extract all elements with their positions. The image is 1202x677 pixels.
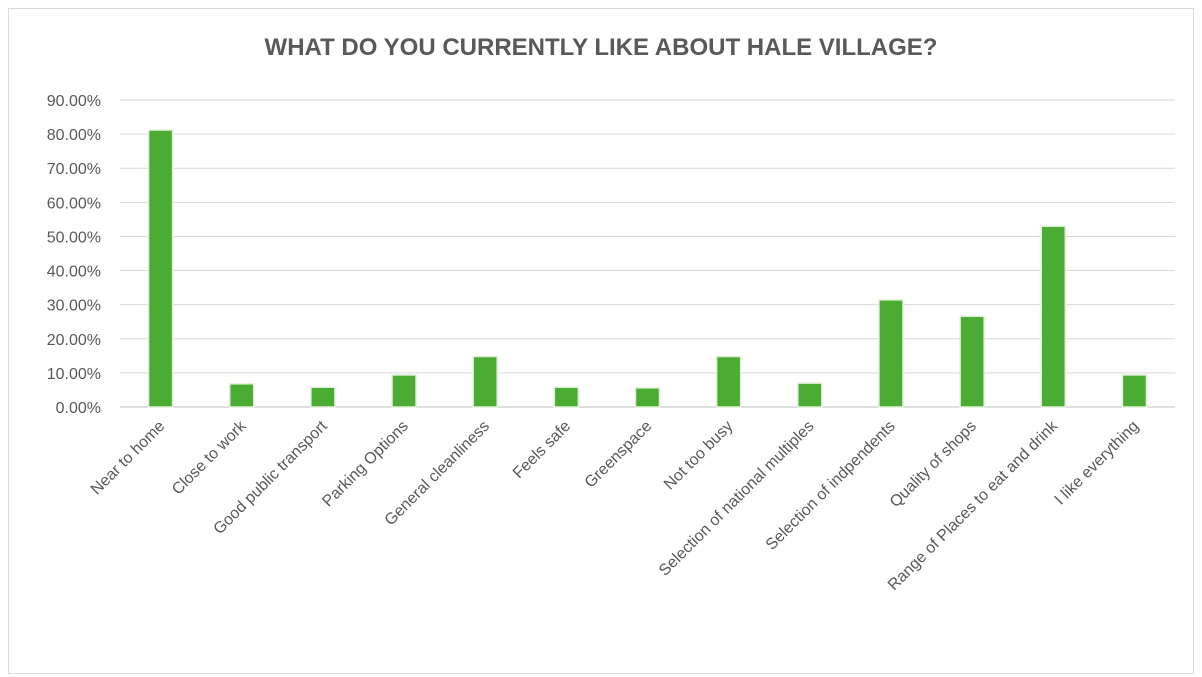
y-tick-label: 90.00% (47, 93, 101, 110)
bar (553, 386, 580, 408)
chart-title: WHAT DO YOU CURRENTLY LIKE ABOUT HALE VI… (264, 34, 938, 61)
y-tick-label: 60.00% (47, 195, 101, 212)
bars (147, 129, 1148, 408)
x-category-label: Close to work (169, 417, 250, 498)
bar (1040, 225, 1067, 408)
y-tick-label: 80.00% (47, 127, 101, 144)
bar (634, 387, 661, 408)
bar (228, 383, 255, 408)
y-tick-label: 50.00% (47, 229, 101, 246)
bar (310, 386, 336, 408)
y-axis-ticks: 0.00% 10.00% 20.00% 30.00% 40.00% 50.00% 60.00… (47, 93, 101, 417)
x-category-label: Greenspace (582, 418, 656, 492)
bar (715, 355, 742, 408)
bar (147, 129, 174, 408)
y-tick-label: 30.00% (47, 298, 101, 315)
y-tick-label: 70.00% (47, 161, 101, 178)
x-category-label: Not too busy (661, 418, 737, 494)
x-category-label: Parking Options (319, 418, 412, 511)
x-category-label: Range of Places to eat and drink (885, 417, 1062, 594)
bar (959, 315, 985, 408)
y-tick-label: 20.00% (47, 332, 101, 349)
y-tick-label: 40.00% (47, 264, 101, 281)
x-category-label: Near to home (88, 418, 169, 499)
x-category-label: Feels safe (510, 418, 574, 482)
y-tick-label: 0.00% (56, 400, 101, 417)
gridlines (120, 99, 1175, 408)
bar (1121, 374, 1148, 408)
y-tick-label: 10.00% (47, 366, 101, 383)
bar (472, 355, 498, 408)
bar (391, 374, 417, 408)
x-category-label: I like everything (1052, 418, 1143, 509)
x-category-label: Selection of national multiples (656, 418, 818, 580)
x-category-label: Quality of shops (887, 418, 980, 511)
x-category-label: Selection of indpendents (763, 418, 899, 554)
chart-frame (8, 8, 1194, 674)
bar (797, 382, 823, 408)
bar (878, 299, 904, 408)
